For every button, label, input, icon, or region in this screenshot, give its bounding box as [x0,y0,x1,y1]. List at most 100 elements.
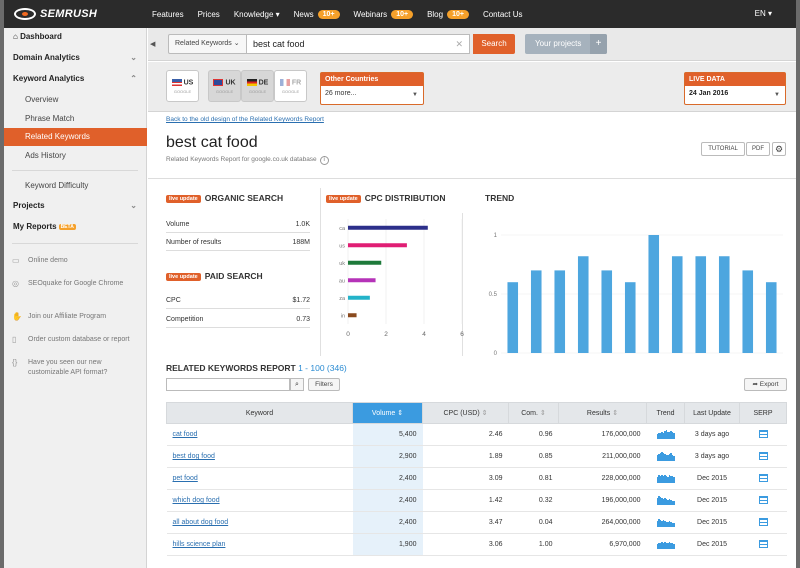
db-flag-fr[interactable]: FR GOOGLE [274,70,307,102]
sidebar-item-keyword-analytics[interactable]: Keyword Analytics ⌃ [4,70,147,88]
nav-news[interactable]: News 10+ [294,9,340,19]
volume-cell: 2,400 [352,467,423,490]
nav-contact-us[interactable]: Contact Us [483,10,523,19]
sidebar-item-dashboard[interactable]: ⌂ Dashboard [4,28,147,46]
nav-prices[interactable]: Prices [198,10,220,19]
serp-icon[interactable] [758,473,768,482]
semrush-logo[interactable]: SEMRUSH [14,8,97,20]
sparkline-bar [661,475,663,483]
keyword-link[interactable]: cat food [166,423,353,446]
subtitle-text: Related Keywords Report for google.co.uk… [166,156,317,163]
sparkline-bar [671,432,673,439]
nav-blog[interactable]: Blog 10+ [427,9,469,19]
trend-bar [554,270,566,353]
export-button[interactable]: ➦ Export [744,378,787,391]
nav-webinars[interactable]: Webinars 10+ [354,9,414,19]
nav-label: Blog [427,9,444,19]
sidebar-item-keyword-difficulty[interactable]: Keyword Difficulty [4,177,147,195]
info-icon[interactable]: i [319,156,329,165]
sparkline-bar [668,542,670,549]
language-selector[interactable]: EN ▾ [754,9,772,18]
result-range[interactable]: 1 - 100 (346) [298,363,347,373]
sort-icon: ⇕ [397,410,404,417]
cpc-cell: 1.89 [422,445,509,468]
x-tick-label: 0 [346,331,350,338]
pdf-button[interactable]: PDF [746,142,770,156]
serp-icon[interactable] [758,429,768,438]
heading-text: PAID SEARCH [204,271,263,281]
col-cpc[interactable]: CPC (USD) ⇕ [422,402,509,424]
keyword-link[interactable]: which dog food [166,489,353,512]
keyword-link[interactable]: hills science plan [166,533,353,556]
sidebar-extra-order-custom[interactable]: ▯ Order custom database or report [12,335,142,345]
nav-features[interactable]: Features [152,10,184,19]
sparkline-bar [665,455,667,461]
sparkline-bar [659,476,661,483]
live-data-date-select[interactable]: LIVE DATA 24 Jan 2016 ▼ [684,72,786,105]
sidebar-item-overview[interactable]: Overview [4,91,147,109]
gear-icon[interactable]: ⚙ [772,142,786,156]
sparkline-bar [658,519,660,527]
sidebar-item-my-reports[interactable]: My Reports BETA [4,218,147,236]
sparkline-bar [659,497,661,505]
trend-bar [671,256,683,353]
old-design-link[interactable]: Back to the old design of the Related Ke… [166,116,324,123]
sparkline-bar [662,476,664,483]
sidebar-extra-affiliate[interactable]: ✋ Join our Affiliate Program [12,312,142,322]
filter-input[interactable] [166,378,290,391]
clear-icon[interactable]: ✕ [455,39,463,49]
db-flag-de[interactable]: DE GOOGLE [241,70,274,102]
sparkline-bar [671,543,673,549]
sidebar-item-label: Phrase Match [25,114,75,123]
page-subtitle: Related Keywords Report for google.co.uk… [166,156,329,165]
sidebar-item-projects[interactable]: Projects ⌄ [4,197,147,215]
live-data-label: LIVE DATA [685,73,785,86]
search-icon[interactable]: ⌕ [290,378,304,391]
sidebar-item-related-keywords[interactable]: Related Keywords [4,128,147,146]
app-frame: SEMRUSH Features Prices Knowledge ▾ News… [4,0,796,568]
sparkline-bar [662,520,664,527]
sidebar-item-domain-analytics[interactable]: Domain Analytics ⌄ [4,49,147,67]
keyword-link[interactable]: best dog food [166,445,353,468]
sidebar-item-phrase-match[interactable]: Phrase Match [4,110,147,128]
your-projects-button[interactable]: Your projects + [525,34,607,54]
results-cell: 264,000,000 [558,511,647,534]
tutorial-button[interactable]: TUTORIAL [701,142,745,156]
webinars-count-badge: 10+ [391,9,414,19]
col-com[interactable]: Com. ⇕ [508,402,559,424]
col-volume[interactable]: Volume ⇕ [352,402,423,424]
sparkline-bar [665,476,667,483]
keyword-link[interactable]: pet food [166,467,353,490]
filters-button[interactable]: Filters [308,378,340,391]
sidebar-extra-seoquake[interactable]: ◎ SEOquake for Google Chrome [12,279,142,289]
home-icon: ⌂ [13,32,21,41]
add-project-icon[interactable]: + [590,34,607,54]
db-flag-us[interactable]: US GOOGLE [166,70,199,102]
keyword-link[interactable]: all about dog food [166,511,353,534]
serp-icon[interactable] [758,517,768,526]
sidebar-extra-api[interactable]: {} Have you seen our new customizable API… [12,358,142,378]
serp-icon[interactable] [758,451,768,460]
search-button[interactable]: Search [473,34,515,54]
col-results[interactable]: Results ⇕ [558,402,647,424]
nav-label: Prices [197,9,220,19]
serp-icon[interactable] [758,539,768,548]
sidebar-extra-online-demo[interactable]: ▭ Online demo [12,256,142,266]
trend-cell [646,489,685,512]
nav-knowledge[interactable]: Knowledge ▾ [234,10,280,19]
sidebar-divider [12,243,138,244]
main-content: ◀ Related Keywords ⌄ best cat food ✕ Sear… [148,28,796,568]
col-keyword[interactable]: Keyword [166,402,353,424]
paid-competition-row: Competition 0.73 [166,311,310,328]
sidebar-item-ads-history[interactable]: Ads History [4,147,147,165]
search-input[interactable]: best cat food ✕ [246,34,470,54]
extra-label: Order custom database or report [28,336,130,343]
db-flag-uk[interactable]: UK GOOGLE [208,70,241,102]
serp-cell [739,445,787,468]
col-last-update: Last Update [684,402,740,424]
sparkline-bar [656,544,658,549]
serp-icon[interactable] [758,495,768,504]
report-type-select[interactable]: Related Keywords ⌄ [168,34,247,54]
other-countries-select[interactable]: Other Countries 26 more... ▼ [320,72,424,105]
collapse-sidebar-icon[interactable]: ◀ [150,41,156,48]
